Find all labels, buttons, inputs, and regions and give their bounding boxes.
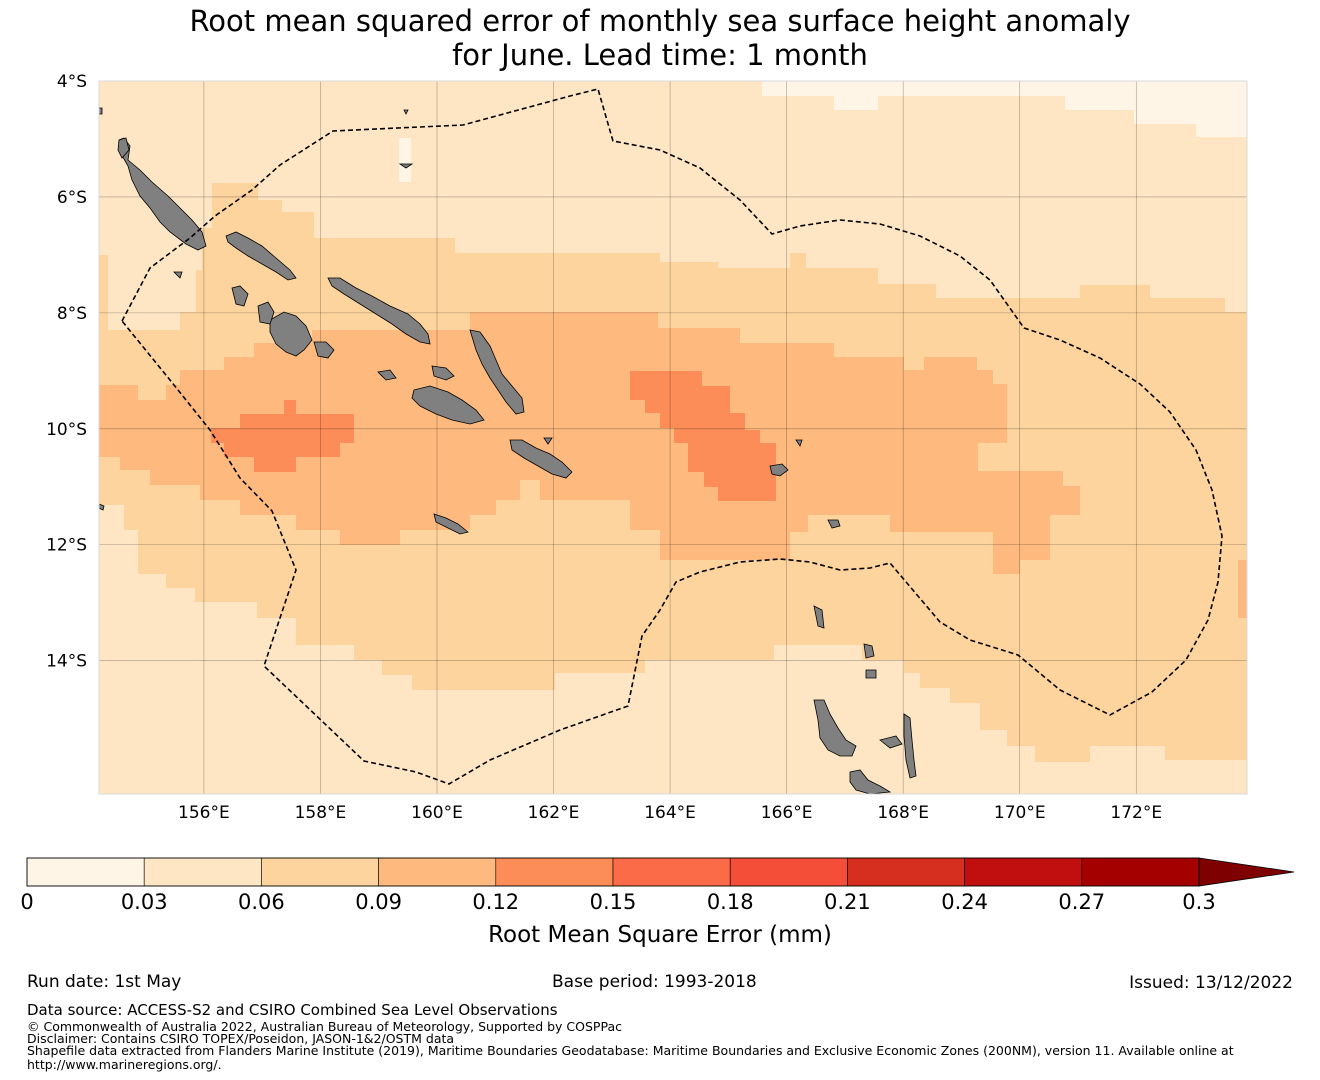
land-isabel xyxy=(327,277,431,345)
land-vella-lavella xyxy=(231,285,249,307)
colorbar-segment xyxy=(261,857,379,887)
lat-tick-label: 10°S xyxy=(46,420,87,440)
land-malaita xyxy=(469,329,525,415)
colorbar-tick-label: 0.06 xyxy=(238,890,285,914)
colorbar-tick-label: 0 xyxy=(20,890,33,914)
lon-tick-label: 160°E xyxy=(411,803,463,823)
land-kolombangara xyxy=(257,301,275,325)
land-masses xyxy=(98,107,917,795)
base-period: Base period: 1993-2018 xyxy=(552,972,757,992)
land-gaua xyxy=(865,669,877,679)
lon-tick-label: 162°E xyxy=(528,803,580,823)
field-band-0.12-0.15 xyxy=(630,371,776,501)
colorbar-tick-label: 0.12 xyxy=(472,890,519,914)
colorbar-tick-label: 0.3 xyxy=(1182,890,1215,914)
issued-date: Issued: 13/12/2022 xyxy=(1129,973,1293,993)
lat-tick-label: 12°S xyxy=(46,536,87,556)
colorbar: 0 0.03 0.06 0.09 0.12 0.15 0.18 0.21 0.24 0.27 0.3… xyxy=(20,857,1295,948)
land-russell xyxy=(377,369,397,381)
field-patch-east-edge xyxy=(1238,560,1247,618)
colorbar-segment xyxy=(143,857,262,887)
colorbar-tick-label: 0.24 xyxy=(941,890,988,914)
land-bougainville xyxy=(118,137,207,251)
colorbar-extend-arrow xyxy=(1198,857,1295,887)
land-ndai xyxy=(543,437,553,445)
colorbar-tick-label: 0.09 xyxy=(355,890,402,914)
colorbar-tick-labels: 0 0.03 0.06 0.09 0.12 0.15 0.18 0.21 0.24 0.27 0.3 xyxy=(20,890,1215,914)
colorbar-segment xyxy=(1081,857,1200,887)
land-choiseul xyxy=(225,231,297,281)
lat-tick-label: 4°S xyxy=(57,72,87,92)
rmse-field xyxy=(99,81,1247,794)
shapefile-credit-1: Shapefile data extracted from Flanders M… xyxy=(27,1043,1234,1058)
colorbar-frame xyxy=(26,857,1200,887)
lat-tick-labels: 4°S 6°S 8°S 10°S 12°S 14°S xyxy=(46,72,87,672)
colorbar-segment xyxy=(847,857,965,887)
land-guadalcanal xyxy=(411,385,485,425)
colorbar-tick-label: 0.03 xyxy=(121,890,168,914)
colorbar-segment xyxy=(26,857,145,887)
colorbar-tick-label: 0.18 xyxy=(707,890,754,914)
colorbar-segments xyxy=(26,857,1200,887)
colorbar-label: Root Mean Square Error (mm) xyxy=(488,922,832,948)
land-malekula xyxy=(879,735,903,749)
land-new-georgia xyxy=(269,311,313,357)
land-santa-cruz xyxy=(769,463,789,477)
field-patch-ne-light xyxy=(762,81,1247,137)
colorbar-segment xyxy=(495,857,614,887)
land-nukumanu xyxy=(403,109,409,115)
copyright: © Commonwealth of Australia 2022, Austra… xyxy=(27,1019,622,1034)
run-date: Run date: 1st May xyxy=(27,972,182,992)
colorbar-tick-label: 0.21 xyxy=(824,890,871,914)
lon-tick-labels: 156°E 158°E 160°E 162°E 164°E 166°E 168°E 170°E… xyxy=(178,803,1162,823)
field-patch-small-light xyxy=(399,138,411,182)
map-title: Root mean squared error of monthly sea s… xyxy=(0,4,1320,72)
colorbar-tick-label: 0.27 xyxy=(1058,890,1105,914)
eez-boundary xyxy=(121,88,1223,785)
land-buka xyxy=(117,137,130,159)
land-shortland xyxy=(173,271,183,279)
land-espiritu-santo xyxy=(813,699,857,757)
field-band-0.12-0.15-west xyxy=(211,400,354,472)
land-efate xyxy=(849,769,892,795)
land-makira xyxy=(509,439,573,479)
disclaimer: Disclaimer: Contains CSIRO TOPEX/Poseido… xyxy=(27,1031,455,1046)
colorbar-segment xyxy=(729,857,848,887)
map-frame xyxy=(98,80,1248,795)
data-source: Data source: ACCESS-S2 and CSIRO Combine… xyxy=(27,1001,558,1019)
land-torres-islands xyxy=(813,605,825,629)
lon-tick-label: 170°E xyxy=(994,803,1046,823)
land-rennell xyxy=(433,513,469,535)
lon-tick-label: 158°E xyxy=(295,803,347,823)
lon-tick-label: 164°E xyxy=(644,803,696,823)
land-tikopia xyxy=(795,439,803,447)
colorbar-segment xyxy=(964,857,1083,887)
lon-tick-label: 168°E xyxy=(877,803,929,823)
lat-tick-label: 14°S xyxy=(46,652,87,672)
colorbar-segment xyxy=(378,857,497,887)
land-vanikoro xyxy=(827,519,841,529)
colorbar-segment xyxy=(612,857,731,887)
lon-tick-label: 156°E xyxy=(178,803,230,823)
field-band-0.09-0.12 xyxy=(99,312,1080,574)
land-vanua-lava xyxy=(863,643,875,659)
lat-tick-label: 6°S xyxy=(57,188,87,208)
lat-tick-label: 8°S xyxy=(57,304,87,324)
title-line-1: Root mean squared error of monthly sea s… xyxy=(189,4,1131,38)
title-line-2: for June. Lead time: 1 month xyxy=(452,38,868,72)
lon-tick-label: 166°E xyxy=(761,803,813,823)
colorbar-tick-label: 0.15 xyxy=(590,890,637,914)
shapefile-credit-2: http://www.marineregions.org/. xyxy=(27,1057,222,1072)
land-florida xyxy=(431,365,455,381)
land-ontong-java xyxy=(398,163,414,169)
land-rendova xyxy=(313,341,335,359)
lon-tick-label: 172°E xyxy=(1110,803,1162,823)
land-maewo xyxy=(903,713,917,779)
